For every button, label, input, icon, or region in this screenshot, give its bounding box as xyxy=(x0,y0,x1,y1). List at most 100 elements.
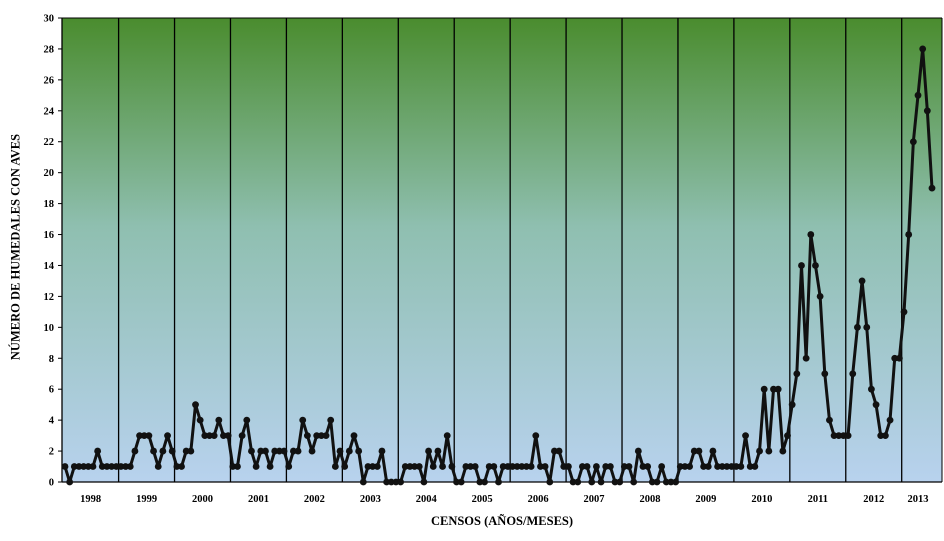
data-point xyxy=(262,447,269,455)
x-tick-label: 2008 xyxy=(639,494,660,505)
data-point xyxy=(774,385,782,393)
data-point xyxy=(350,432,358,439)
data-point xyxy=(499,463,507,470)
x-axis-title: CENSOS (AÑOS/MESES) xyxy=(430,514,574,528)
x-tick-label: 2005 xyxy=(472,494,493,505)
data-point xyxy=(425,447,432,455)
data-point xyxy=(108,463,116,470)
data-point xyxy=(914,91,922,99)
data-point xyxy=(336,447,344,455)
data-point xyxy=(313,432,321,439)
data-point xyxy=(117,463,125,470)
data-point xyxy=(821,370,829,378)
x-tick-label: 2009 xyxy=(695,494,716,505)
data-point xyxy=(136,432,143,439)
data-point xyxy=(658,463,666,470)
data-point xyxy=(695,447,703,455)
data-point xyxy=(103,463,111,470)
y-tick-label: 24 xyxy=(44,106,55,117)
data-point xyxy=(248,447,255,455)
data-point xyxy=(760,385,768,393)
data-point xyxy=(485,463,493,470)
data-point xyxy=(672,478,680,486)
data-point xyxy=(886,416,894,424)
data-point xyxy=(798,262,805,269)
x-tick-label: 2010 xyxy=(751,494,772,505)
data-point xyxy=(793,370,801,378)
data-point xyxy=(895,354,903,362)
data-point xyxy=(704,463,712,470)
data-point xyxy=(653,478,661,486)
data-point xyxy=(89,463,97,470)
y-tick-label: 18 xyxy=(44,199,55,210)
data-point xyxy=(569,478,577,486)
y-tick-label: 16 xyxy=(44,230,55,241)
data-point xyxy=(728,463,735,470)
data-point xyxy=(448,463,456,470)
y-tick-label: 20 xyxy=(44,168,55,179)
data-point xyxy=(280,447,288,455)
y-tick-label: 28 xyxy=(44,44,55,55)
data-point xyxy=(359,478,367,486)
data-point xyxy=(84,463,92,470)
data-point xyxy=(620,463,628,470)
data-point xyxy=(94,447,102,455)
data-point xyxy=(513,463,521,470)
data-point xyxy=(905,231,913,238)
data-point xyxy=(807,231,815,238)
data-point xyxy=(238,432,246,439)
x-tick-label: 1999 xyxy=(136,494,157,505)
data-point xyxy=(732,463,740,470)
data-point xyxy=(299,416,307,424)
data-point xyxy=(546,478,554,486)
data-point xyxy=(341,463,349,470)
data-point xyxy=(98,463,106,470)
data-point xyxy=(606,463,614,470)
data-point xyxy=(592,463,600,470)
data-point xyxy=(616,478,624,486)
x-tick-label: 2001 xyxy=(248,494,269,505)
data-point xyxy=(401,463,409,470)
data-point xyxy=(765,447,773,455)
x-tick-label: 1998 xyxy=(80,494,101,505)
data-point xyxy=(648,478,656,486)
x-tick-label: 2007 xyxy=(584,494,605,505)
data-point xyxy=(816,293,824,300)
y-tick-label: 26 xyxy=(44,75,55,86)
data-point xyxy=(331,463,339,470)
data-point xyxy=(565,463,572,470)
data-point xyxy=(196,416,204,424)
data-point xyxy=(779,447,787,455)
data-point xyxy=(662,478,670,486)
y-tick-label: 8 xyxy=(49,354,54,365)
data-point xyxy=(639,463,647,470)
data-point xyxy=(555,447,563,455)
data-point xyxy=(276,447,283,455)
data-point xyxy=(523,463,530,470)
data-point xyxy=(840,432,847,439)
data-point xyxy=(676,463,684,470)
data-point xyxy=(900,308,908,316)
data-point xyxy=(630,478,638,486)
data-point xyxy=(322,432,330,439)
data-point xyxy=(131,447,139,455)
data-point xyxy=(634,447,642,455)
data-point xyxy=(192,401,199,409)
data-point xyxy=(80,463,88,470)
data-point xyxy=(858,277,866,285)
x-tick-label: 2000 xyxy=(192,494,213,505)
data-point xyxy=(66,478,74,486)
y-tick-label: 2 xyxy=(49,447,54,458)
data-point xyxy=(122,463,129,470)
data-point xyxy=(345,447,353,455)
data-point xyxy=(140,432,148,439)
y-tick-label: 22 xyxy=(44,137,55,148)
data-point xyxy=(751,463,759,470)
x-tick-label: 2013 xyxy=(908,494,929,505)
data-point xyxy=(490,463,498,470)
y-tick-label: 12 xyxy=(44,292,55,303)
x-tick-label: 2003 xyxy=(360,494,381,505)
data-point xyxy=(168,447,176,455)
data-point xyxy=(784,432,791,439)
